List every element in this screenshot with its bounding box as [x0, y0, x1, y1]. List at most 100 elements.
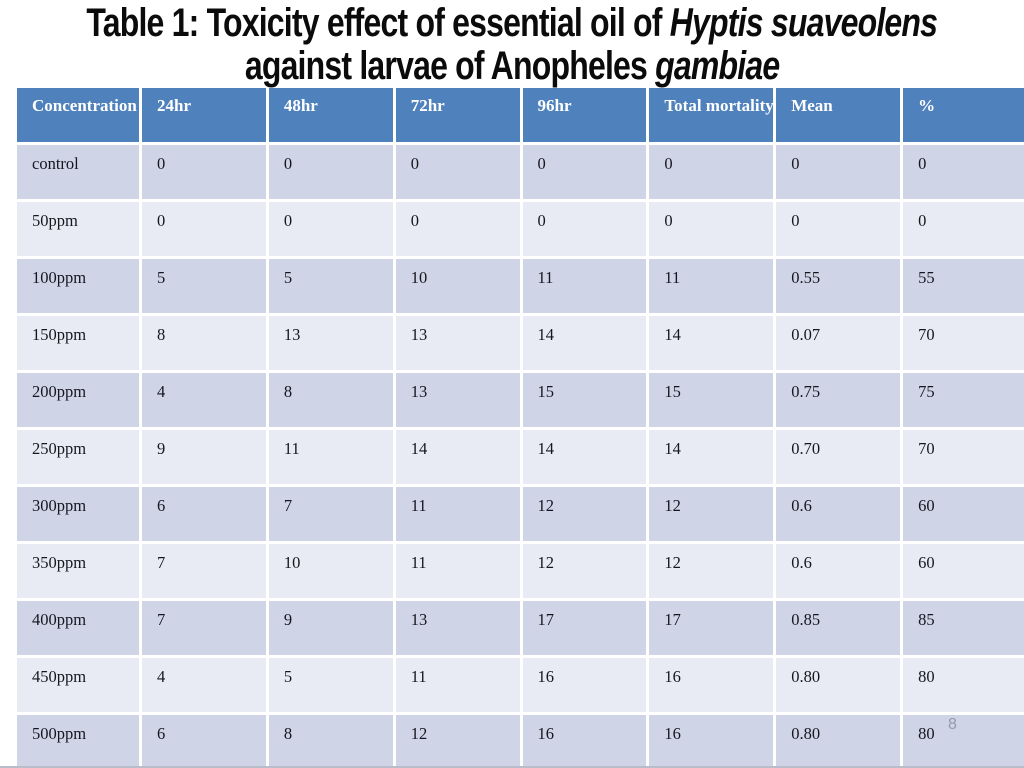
table-cell: 16 [649, 658, 774, 712]
table-cell: 5 [268, 259, 393, 313]
page-number: 8 [948, 716, 957, 733]
table-cell: 12 [522, 487, 647, 541]
title-line-1-regular: Table 1: Toxicity effect of essential oi… [86, 1, 671, 45]
table-cell: 0 [776, 145, 901, 199]
table-cell: 60 [903, 487, 1024, 541]
table-cell: 8 [268, 715, 393, 768]
row-label-cell: 250ppm [17, 430, 139, 484]
table-cell: 8 [268, 373, 393, 427]
table-cell: 11 [395, 487, 520, 541]
table-cell: 13 [395, 373, 520, 427]
table-cell: 5 [268, 658, 393, 712]
table-cell: 16 [649, 715, 774, 768]
row-label-cell: 50ppm [17, 202, 139, 256]
table-cell: 0 [142, 145, 266, 199]
title-line-2-species-italic: gambiae [655, 44, 780, 88]
table-cell: 0 [903, 145, 1024, 199]
table-row: 400ppm 7 9 13 17 17 0.85 85 [17, 601, 1024, 655]
table-row: 250ppm 9 11 14 14 14 0.70 70 [17, 430, 1024, 484]
table-cell: 0.6 [776, 544, 901, 598]
header-cell: 24hr [142, 88, 266, 142]
table-cell: 7 [142, 544, 266, 598]
table-row: 200ppm 4 8 13 15 15 0.75 75 [17, 373, 1024, 427]
table-cell: 11 [268, 430, 393, 484]
table-cell: 9 [268, 601, 393, 655]
row-label-cell: 150ppm [17, 316, 139, 370]
table-cell: 0 [649, 145, 774, 199]
row-label-cell: control [17, 145, 139, 199]
table-cell: 11 [395, 544, 520, 598]
table-cell: 0 [776, 202, 901, 256]
table-cell: 16 [522, 658, 647, 712]
table-cell: 0 [268, 202, 393, 256]
table-cell: 6 [142, 715, 266, 768]
table-cell: 0.85 [776, 601, 901, 655]
title-line-2: against larvae of Anopheles gambiae [245, 45, 780, 88]
header-cell: 48hr [268, 88, 393, 142]
table-cell: 85 [903, 601, 1024, 655]
table-cell: 7 [142, 601, 266, 655]
table-cell: 0 [903, 202, 1024, 256]
table-cell: 11 [395, 658, 520, 712]
table-row: 350ppm 7 10 11 12 12 0.6 60 [17, 544, 1024, 598]
table-cell: 75 [903, 373, 1024, 427]
row-label-cell: 300ppm [17, 487, 139, 541]
table-cell: 4 [142, 658, 266, 712]
table-row: 50ppm 0 0 0 0 0 0 0 [17, 202, 1024, 256]
header-cell: % [903, 88, 1024, 142]
table-cell: 6 [142, 487, 266, 541]
table-cell: 80 [903, 715, 1024, 768]
table-cell: 12 [395, 715, 520, 768]
table-cell: 70 [903, 430, 1024, 484]
title-line-1: Table 1: Toxicity effect of essential oi… [86, 1, 939, 45]
table-cell: 0.07 [776, 316, 901, 370]
table-cell: 0 [395, 145, 520, 199]
table-row: 500ppm 6 8 12 16 16 0.80 80 [17, 715, 1024, 768]
title-line-2-regular: against larvae of Anopheles [244, 44, 656, 88]
table-cell: 5 [142, 259, 266, 313]
table-cell: 0.55 [776, 259, 901, 313]
table-row: 300ppm 6 7 11 12 12 0.6 60 [17, 487, 1024, 541]
header-cell: Mean [776, 88, 901, 142]
table-cell: 13 [268, 316, 393, 370]
table-cell: 70 [903, 316, 1024, 370]
table-cell: 9 [142, 430, 266, 484]
table-cell: 12 [522, 544, 647, 598]
table-row: 450ppm 4 5 11 16 16 0.80 80 [17, 658, 1024, 712]
table-cell: 0.80 [776, 658, 901, 712]
table-cell: 15 [522, 373, 647, 427]
table-cell: 7 [268, 487, 393, 541]
table-cell: 0 [142, 202, 266, 256]
table-cell: 11 [522, 259, 647, 313]
table-cell: 0 [395, 202, 520, 256]
header-cell: Concentration [17, 88, 139, 142]
table-row: 100ppm 5 5 10 11 11 0.55 55 [17, 259, 1024, 313]
header-cell: 72hr [395, 88, 520, 142]
table-row: control 0 0 0 0 0 0 0 [17, 145, 1024, 199]
row-label-cell: 450ppm [17, 658, 139, 712]
table-cell: 17 [649, 601, 774, 655]
header-cell: Total mortality [649, 88, 774, 142]
row-label-cell: 400ppm [17, 601, 139, 655]
table-cell: 55 [903, 259, 1024, 313]
table-cell: 13 [395, 316, 520, 370]
table-cell: 0 [268, 145, 393, 199]
table-cell: 0.75 [776, 373, 901, 427]
table-cell: 0.70 [776, 430, 901, 484]
bottom-edge-line [0, 766, 1024, 768]
row-label-cell: 350ppm [17, 544, 139, 598]
table-row: 150ppm 8 13 13 14 14 0.07 70 [17, 316, 1024, 370]
table-cell: 12 [649, 544, 774, 598]
slide-title: Table 1: Toxicity effect of essential oi… [0, 2, 1024, 88]
table-cell: 10 [395, 259, 520, 313]
table-cell: 17 [522, 601, 647, 655]
table-cell: 14 [649, 316, 774, 370]
table-cell: 14 [522, 430, 647, 484]
table-cell: 10 [268, 544, 393, 598]
table-header-row: Concentration 24hr 48hr 72hr 96hr Total morta… [17, 88, 1024, 142]
table-cell: 11 [649, 259, 774, 313]
table-cell: 0 [522, 145, 647, 199]
row-label-cell: 200ppm [17, 373, 139, 427]
table-cell: 0.6 [776, 487, 901, 541]
